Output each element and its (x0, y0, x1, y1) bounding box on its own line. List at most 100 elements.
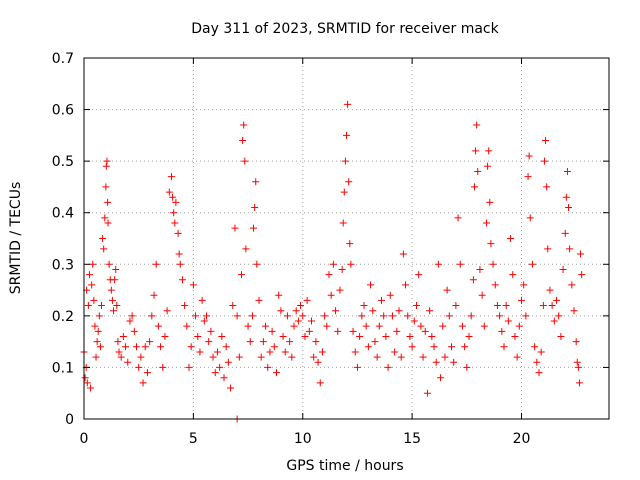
data-point (141, 343, 149, 351)
data-point (349, 327, 357, 335)
data-point (384, 363, 392, 371)
x-axis-ticks: 0 5 10 15 20 (80, 58, 530, 447)
data-point (170, 209, 178, 217)
data-point (192, 312, 200, 320)
data-point (88, 281, 96, 289)
data-point (467, 312, 475, 320)
data-point (99, 235, 107, 242)
data-point (461, 343, 469, 351)
data-point (107, 286, 115, 294)
data-point (286, 338, 294, 346)
data-point (115, 348, 123, 356)
data-point (522, 312, 530, 320)
data-point (152, 260, 160, 268)
data-point (133, 343, 140, 351)
data-point (172, 198, 180, 206)
data-point (410, 317, 418, 325)
data-point (336, 286, 344, 294)
data-point (102, 162, 110, 170)
data-point (241, 157, 249, 165)
data-point (222, 343, 230, 351)
data-point (248, 312, 256, 320)
data-point (137, 353, 145, 361)
data-point (406, 332, 414, 340)
data-point (531, 343, 539, 351)
data-point (395, 307, 403, 315)
data-point (168, 173, 175, 181)
data-point (507, 235, 515, 242)
data-point (338, 265, 346, 273)
data-point (275, 291, 283, 299)
data-point (463, 363, 471, 371)
data-point (535, 369, 543, 377)
data-point (445, 312, 453, 320)
data-point (362, 322, 370, 330)
data-point (169, 193, 177, 201)
data-point (356, 332, 364, 340)
data-point (565, 204, 573, 212)
y-tick-label: 0 (65, 412, 74, 428)
data-point (312, 338, 320, 346)
data-point (98, 302, 105, 310)
y-tick-label: 0.1 (52, 360, 74, 376)
data-point (321, 312, 329, 320)
data-point (105, 260, 113, 268)
data-point (367, 281, 375, 289)
data-point (242, 245, 250, 253)
data-point (378, 296, 385, 304)
data-point (325, 271, 333, 279)
data-point (375, 322, 383, 330)
data-point (397, 353, 405, 361)
data-point (443, 286, 451, 294)
data-point (119, 332, 127, 340)
data-point (364, 343, 372, 351)
data-point (332, 307, 340, 315)
data-point (577, 250, 585, 258)
data-point (250, 224, 258, 232)
data-point (316, 379, 324, 387)
data-point (452, 302, 460, 310)
data-point (253, 260, 261, 268)
data-point (391, 348, 399, 356)
data-point (157, 343, 165, 351)
data-point (448, 343, 455, 351)
data-point (450, 358, 458, 366)
data-point (94, 327, 102, 335)
data-point (476, 265, 484, 273)
data-point (257, 353, 265, 361)
data-point (542, 137, 550, 145)
data-point (294, 317, 302, 325)
data-point (262, 322, 270, 330)
data-point (458, 322, 466, 330)
data-point (111, 276, 119, 284)
data-point (484, 162, 492, 170)
data-point (550, 317, 558, 325)
data-point (570, 307, 578, 315)
data-point (574, 363, 582, 371)
data-point (273, 369, 280, 377)
data-point (259, 338, 267, 346)
data-point (518, 296, 525, 304)
y-tick-label: 0.2 (52, 309, 74, 325)
data-point (568, 281, 576, 289)
data-point (90, 296, 98, 304)
data-point (205, 338, 213, 346)
data-point (154, 322, 162, 330)
data-point (102, 183, 110, 191)
data-point (419, 353, 427, 361)
data-point (292, 307, 300, 315)
data-point (122, 343, 130, 351)
data-point (130, 327, 138, 335)
data-point (329, 260, 337, 268)
x-tick-label: 0 (80, 431, 89, 447)
data-point (235, 353, 243, 361)
data-point (198, 296, 206, 304)
data-point (511, 332, 519, 340)
y-tick-label: 0.3 (52, 257, 74, 273)
data-point (340, 188, 348, 196)
data-point (483, 219, 490, 227)
data-point (539, 302, 547, 310)
data-point (81, 374, 89, 382)
data-point (561, 229, 569, 237)
